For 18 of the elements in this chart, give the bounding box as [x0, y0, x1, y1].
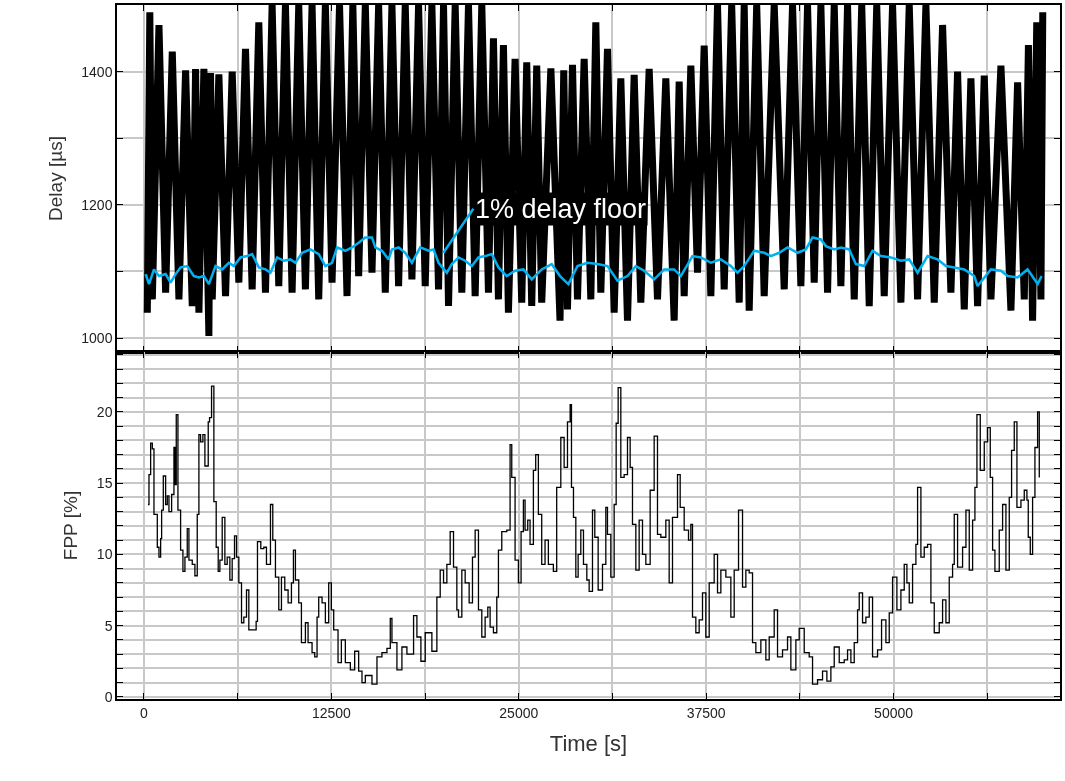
x-tick-label: 25000: [499, 704, 539, 721]
y-tick-label: 10: [96, 546, 113, 563]
x-axis-title: Time [s]: [549, 730, 628, 756]
x-tick-label: 12500: [311, 704, 352, 721]
y-axis-title: FPP [%]: [60, 490, 82, 561]
y-tick-label: 5: [104, 617, 113, 634]
y-tick-label: 1000: [81, 329, 113, 346]
annotation: 1% delay floor: [475, 194, 647, 224]
y-axis-title: Delay [µs]: [44, 136, 66, 221]
x-tick-label: 50000: [874, 704, 914, 721]
y-tick-label: 20: [96, 403, 113, 420]
line-series: [144, 236, 1043, 288]
x-tick-label: 37500: [686, 704, 726, 721]
x-tick-label: 0: [140, 704, 149, 721]
y-tick-label: 0: [104, 688, 113, 705]
y-tick-label: 15: [96, 475, 113, 491]
y-tick-label: 1200: [81, 196, 113, 213]
y-tick-label: 1400: [81, 63, 113, 80]
